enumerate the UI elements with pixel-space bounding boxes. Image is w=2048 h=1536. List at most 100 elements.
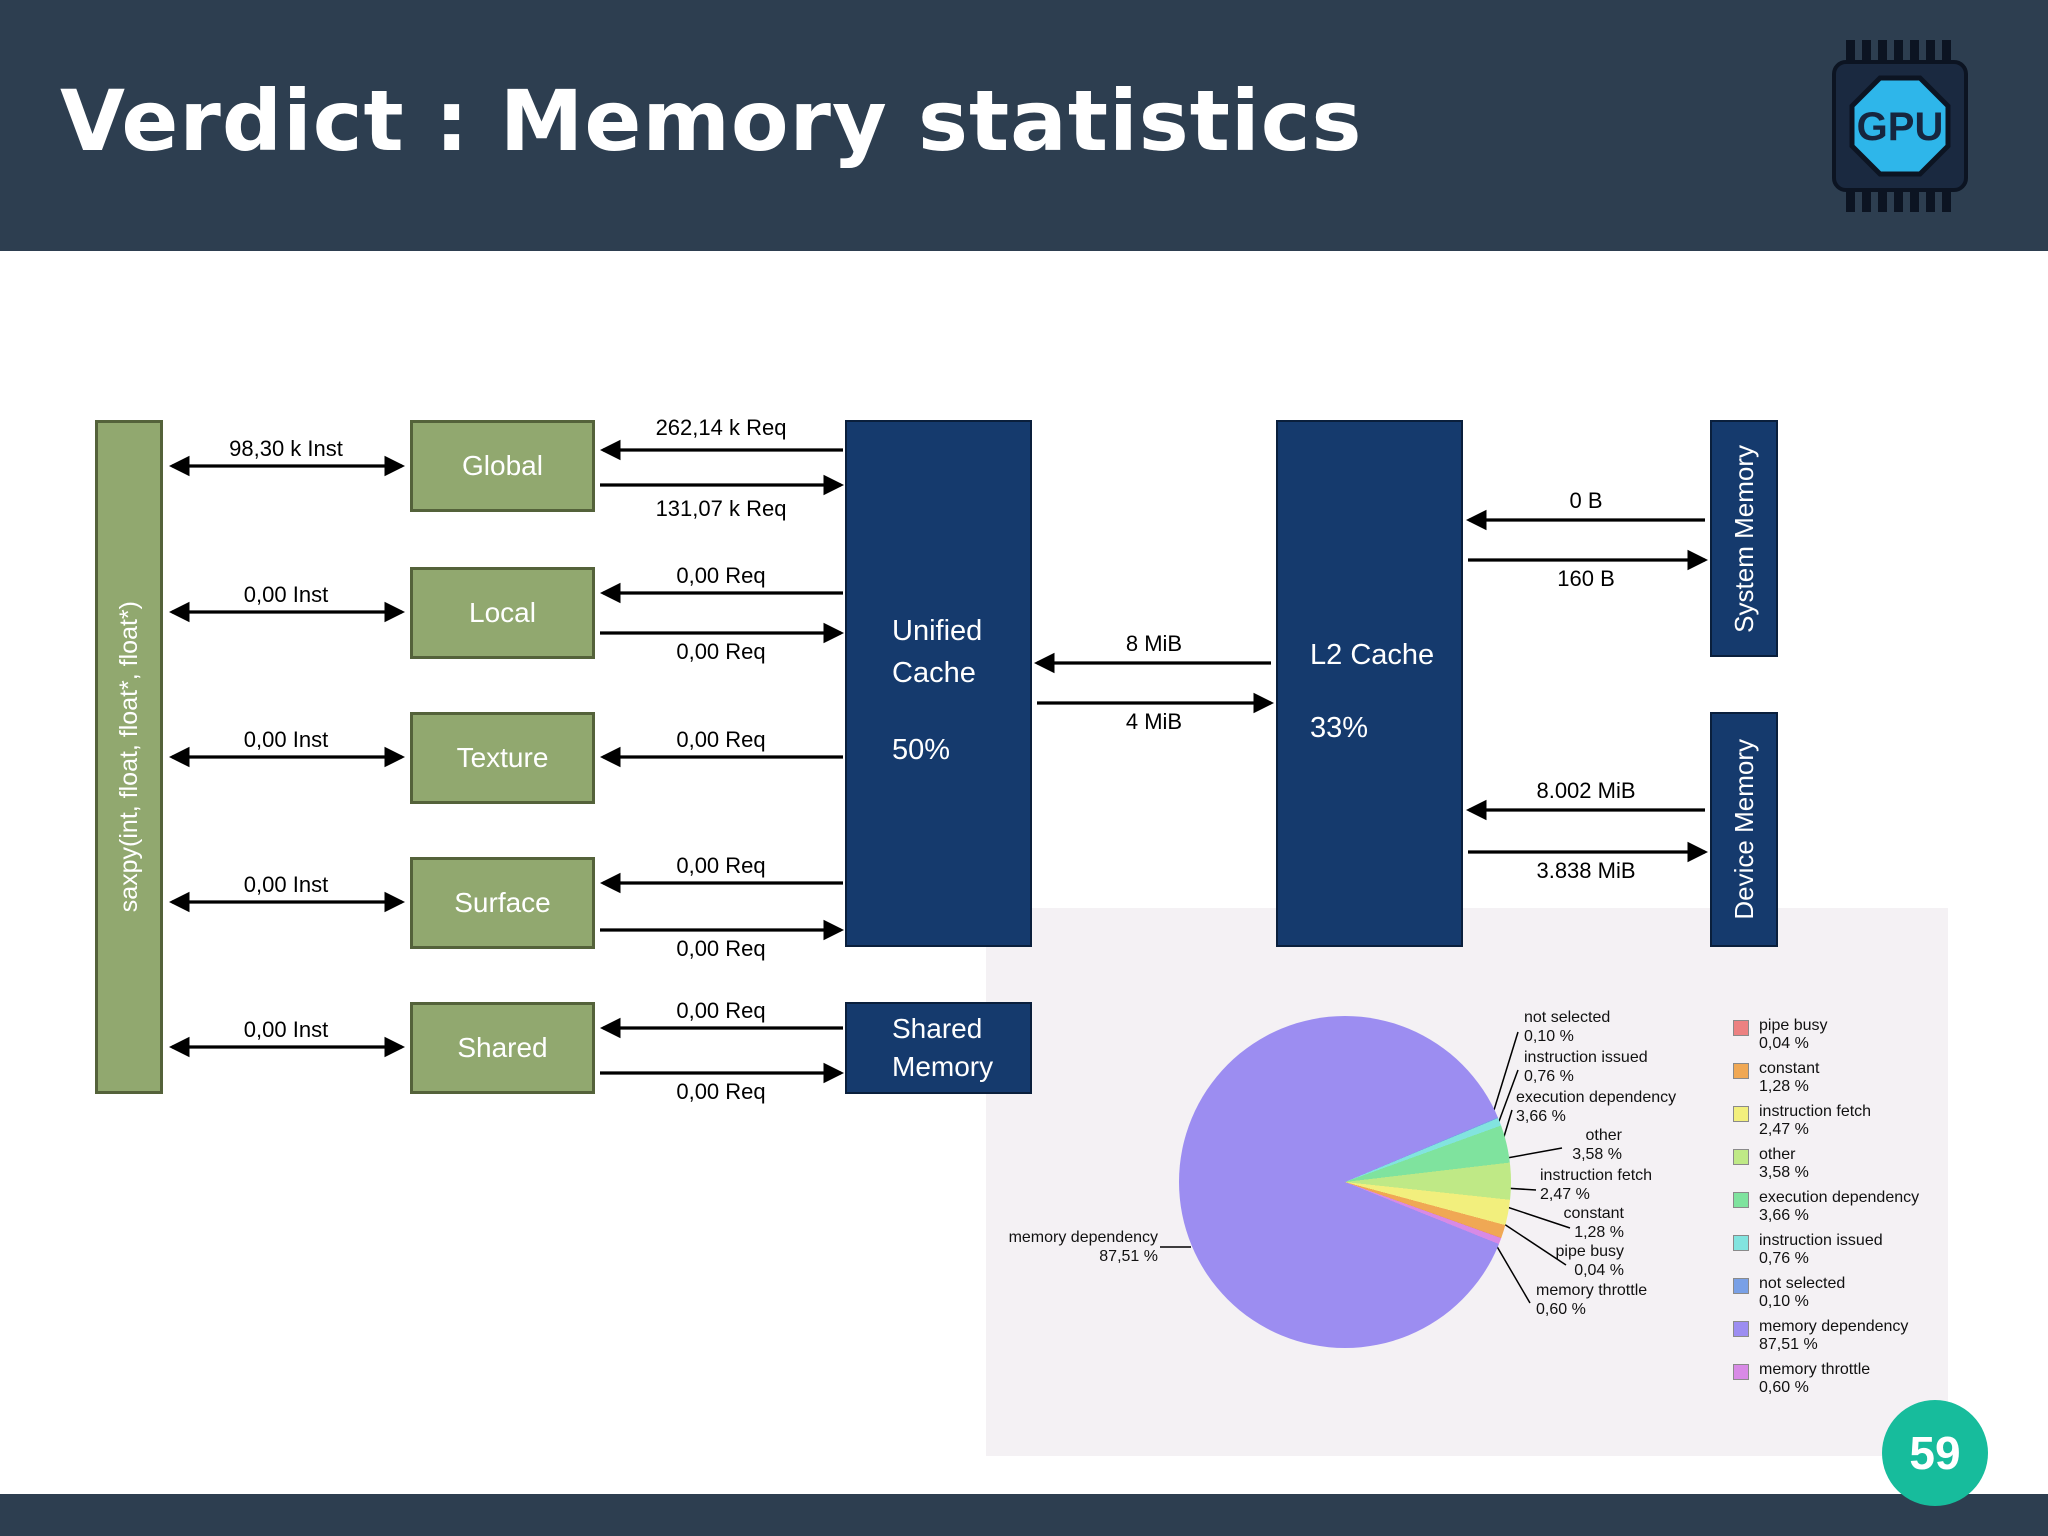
- callout-execution-dependency-value: 3,66 %: [1516, 1108, 1566, 1125]
- legend-label-execution-dependency: execution dependency: [1759, 1189, 1920, 1206]
- memory-box-global-label: Global: [462, 450, 543, 481]
- legend-item-memory-throttle: memory throttle 0,60 %: [1733, 1362, 1919, 1396]
- l2-system-in-label: 0 B: [1569, 488, 1603, 513]
- callout-constant-value: 1,28 %: [1574, 1224, 1624, 1241]
- legend-label-memory-throttle: memory throttle: [1759, 1361, 1871, 1378]
- req-in-label-shared: 0,00 Req: [676, 998, 766, 1023]
- l2-device-in-label: 8.002 MiB: [1536, 778, 1636, 803]
- callout-not-selected-value: 0,10 %: [1524, 1028, 1574, 1045]
- l2-device-out-label: 3.838 MiB: [1536, 858, 1636, 883]
- legend-swatch-pipe-busy: [1733, 1020, 1749, 1036]
- legend-label-instruction-fetch: instruction fetch: [1759, 1103, 1872, 1120]
- device-memory-box: Device Memory: [1710, 712, 1778, 947]
- legend-value-instruction-issued: 0,76 %: [1759, 1250, 1809, 1267]
- page-number-badge: 59: [1882, 1400, 1988, 1506]
- gpu-icon-label: GPU: [1857, 105, 1944, 149]
- legend-value-not-selected: 0,10 %: [1759, 1293, 1809, 1310]
- legend-label-not-selected: not selected: [1759, 1275, 1846, 1292]
- callout-instruction-fetch: instruction fetch 2,47 %: [1540, 1166, 1652, 1204]
- legend-item-execution-dependency: execution dependency 3,66 %: [1733, 1190, 1919, 1224]
- callout-memory-dependency: memory dependency 87,51 %: [988, 1228, 1158, 1266]
- device-memory-label: Device Memory: [1728, 739, 1759, 920]
- legend-value-other: 3,58 %: [1759, 1164, 1809, 1181]
- inst-label-surface: 0,00 Inst: [243, 872, 329, 897]
- req-in-label-global: 262,14 k Req: [655, 415, 787, 440]
- l2-cache-hit-rate: 33%: [1310, 712, 1369, 744]
- shared-memory-line1: Shared: [892, 1013, 983, 1044]
- inst-label-local: 0,00 Inst: [243, 582, 329, 607]
- callout-other-value: 3,58 %: [1572, 1146, 1622, 1163]
- inst-label-shared: 0,00 Inst: [243, 1017, 329, 1042]
- page-title: Verdict : Memory statistics: [60, 72, 1363, 170]
- l2-cache-box: L2 Cache 33%: [1276, 420, 1463, 947]
- callout-memory-dependency-value: 87,51 %: [1099, 1248, 1158, 1265]
- inst-label-texture: 0,00 Inst: [243, 727, 329, 752]
- legend-swatch-other: [1733, 1149, 1749, 1165]
- memory-box-shared-label: Shared: [457, 1032, 548, 1063]
- pie-legend: pipe busy 0,04 % constant 1,28 % instruc…: [1733, 1018, 1919, 1405]
- l2-system-out-label: 160 B: [1557, 566, 1615, 591]
- legend-item-instruction-issued: instruction issued 0,76 %: [1733, 1233, 1919, 1267]
- kernel-box: saxpy(int, float, float*, float*): [95, 420, 163, 1094]
- legend-value-pipe-busy: 0,04 %: [1759, 1035, 1809, 1052]
- gpu-chip-icon: GPU: [1832, 40, 1968, 212]
- legend-swatch-memory-throttle: [1733, 1364, 1749, 1380]
- memory-box-local-label: Local: [469, 597, 536, 628]
- legend-label-constant: constant: [1759, 1060, 1820, 1077]
- header-band: Verdict : Memory statistics: [0, 0, 2048, 251]
- footer-band: [0, 1494, 2048, 1536]
- uc-l2-in-label: 8 MiB: [1125, 631, 1183, 656]
- legend-swatch-execution-dependency: [1733, 1192, 1749, 1208]
- callout-instruction-fetch-label: instruction fetch: [1540, 1167, 1653, 1184]
- req-in-label-surface: 0,00 Req: [676, 853, 766, 878]
- callout-instruction-issued-label: instruction issued: [1524, 1049, 1648, 1066]
- legend-item-memory-dependency: memory dependency 87,51 %: [1733, 1319, 1919, 1353]
- req-out-label-global: 131,07 k Req: [655, 496, 787, 521]
- legend-value-memory-dependency: 87,51 %: [1759, 1336, 1818, 1353]
- unified-cache-box: Unified Cache 50%: [845, 420, 1032, 947]
- memory-box-surface-label: Surface: [454, 887, 551, 918]
- memory-box-surface: Surface: [410, 857, 595, 949]
- shared-memory-title: Shared Memory: [892, 1010, 993, 1086]
- legend-item-instruction-fetch: instruction fetch 2,47 %: [1733, 1104, 1919, 1138]
- callout-other: other 3,58 %: [1528, 1126, 1622, 1164]
- memory-box-texture: Texture: [410, 712, 595, 804]
- legend-label-instruction-issued: instruction issued: [1759, 1232, 1883, 1249]
- callout-pipe-busy: pipe busy 0,04 %: [1514, 1242, 1625, 1280]
- callout-instruction-issued: instruction issued 0,76 %: [1524, 1048, 1648, 1086]
- legend-swatch-constant: [1733, 1063, 1749, 1079]
- callout-memory-throttle: memory throttle 0,60 %: [1536, 1281, 1647, 1319]
- system-memory-box: System Memory: [1710, 420, 1778, 657]
- callout-memory-throttle-label: memory throttle: [1536, 1282, 1648, 1299]
- unified-cache-hit-rate: 50%: [892, 734, 951, 766]
- callout-instruction-fetch-value: 2,47 %: [1540, 1186, 1590, 1203]
- unified-cache-line1: Unified: [892, 615, 983, 647]
- callout-execution-dependency-label: execution dependency: [1516, 1089, 1677, 1106]
- system-memory-label: System Memory: [1728, 444, 1759, 633]
- legend-value-memory-throttle: 0,60 %: [1759, 1379, 1809, 1396]
- memory-box-global: Global: [410, 420, 595, 512]
- req-in-label-local: 0,00 Req: [676, 563, 766, 588]
- l2-cache-title: L2 Cache: [1310, 639, 1435, 671]
- req-out-label-shared: 0,00 Req: [676, 1079, 766, 1104]
- legend-value-instruction-fetch: 2,47 %: [1759, 1121, 1809, 1138]
- callout-memory-throttle-value: 0,60 %: [1536, 1301, 1586, 1318]
- legend-label-other: other: [1759, 1146, 1796, 1163]
- memory-box-shared: Shared: [410, 1002, 595, 1094]
- legend-swatch-instruction-fetch: [1733, 1106, 1749, 1122]
- legend-swatch-memory-dependency: [1733, 1321, 1749, 1337]
- inst-label-global: 98,30 k Inst: [229, 436, 343, 461]
- callout-pipe-busy-label: pipe busy: [1555, 1243, 1625, 1260]
- shared-memory-line2: Memory: [892, 1051, 994, 1082]
- callout-instruction-issued-value: 0,76 %: [1524, 1068, 1574, 1085]
- memory-box-texture-label: Texture: [456, 742, 549, 773]
- callout-constant: constant 1,28 %: [1514, 1204, 1624, 1242]
- legend-item-not-selected: not selected 0,10 %: [1733, 1276, 1919, 1310]
- req-out-label-local: 0,00 Req: [676, 639, 766, 664]
- legend-item-constant: constant 1,28 %: [1733, 1061, 1919, 1095]
- unified-cache-title: Unified Cache: [892, 610, 982, 694]
- legend-label-memory-dependency: memory dependency: [1759, 1318, 1909, 1335]
- req-out-label-surface: 0,00 Req: [676, 936, 766, 961]
- callout-not-selected: not selected 0,10 %: [1524, 1008, 1610, 1046]
- callout-pipe-busy-value: 0,04 %: [1574, 1262, 1624, 1279]
